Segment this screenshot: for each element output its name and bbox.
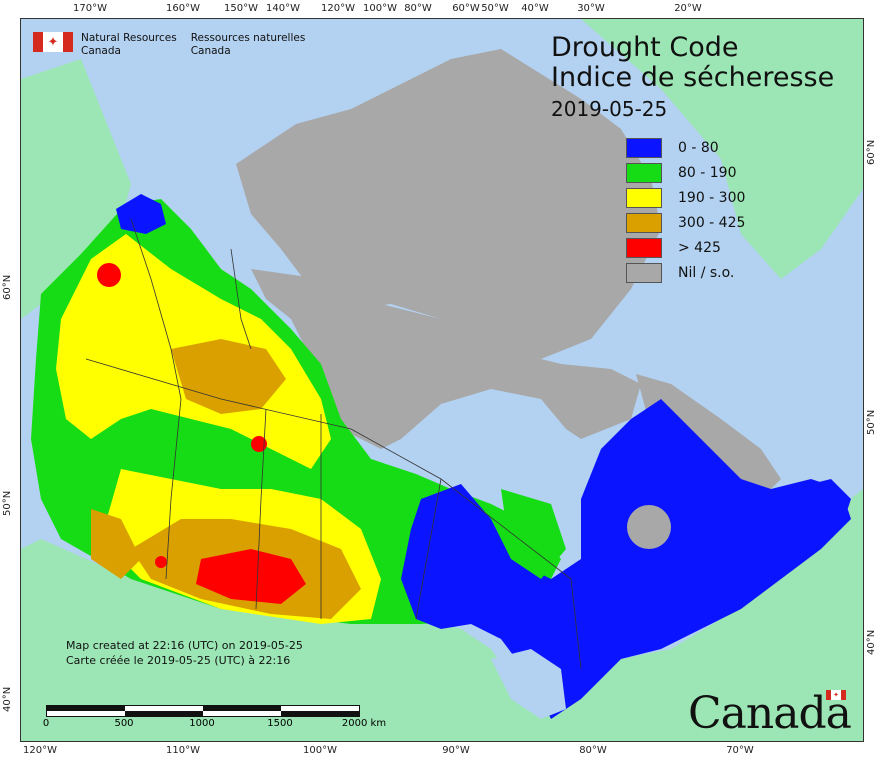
graticule-label: 160°W (166, 3, 200, 14)
title-block: Drought Code Indice de sécheresse 2019-0… (551, 32, 835, 122)
title-french: Indice de sécheresse (551, 62, 835, 93)
graticule-label: 40°N (866, 629, 877, 655)
graticule-label: 50°N (2, 490, 13, 516)
scale-bar: 0 500 1000 1500 2000 km (43, 705, 386, 729)
note-english: Map created at 22:16 (UTC) on 2019-05-25 (66, 639, 303, 652)
legend-item: > 425 (626, 235, 745, 260)
graticule-label: 30°W (577, 3, 605, 14)
graticule-label: 60°N (2, 274, 13, 300)
legend-label: 300 - 425 (678, 214, 746, 231)
title-english: Drought Code (551, 32, 739, 63)
legend-swatch (626, 237, 662, 258)
graticule-label: 170°W (73, 3, 107, 14)
graticule-label: 100°W (303, 745, 337, 756)
graticule-label: 40°W (521, 3, 549, 14)
legend-swatch (626, 187, 662, 208)
scale-label: 500 (114, 718, 134, 729)
red-hotspot-mid (251, 436, 267, 452)
scale-bar-graphic (46, 705, 360, 717)
legend: 0 - 80 80 - 190 190 - 300 300 - 425 > 425 Nil… (626, 135, 745, 285)
scale-label: 1000 (189, 718, 215, 729)
graticule-label: 80°W (579, 745, 607, 756)
great-lakes (491, 649, 566, 719)
graticule-label: 150°W (224, 3, 258, 14)
scale-label: 2000 km (341, 718, 387, 729)
agency-en-line2: Canada (81, 45, 121, 57)
graticule-label: 20°W (674, 3, 702, 14)
legend-item: 0 - 80 (626, 135, 745, 160)
alaska-land (21, 59, 131, 319)
note-french: Carte créée le 2019-05-25 (UTC) à 22:16 (66, 654, 291, 667)
graticule-label: 120°W (23, 745, 57, 756)
canada-flag-icon: ✦ (33, 32, 73, 52)
legend-swatch (626, 162, 662, 183)
red-hotspot-south (196, 549, 306, 604)
arctic-islands (236, 49, 661, 359)
legend-swatch (626, 262, 662, 283)
nrcan-signature: ✦ Natural Resources Canada Ressources na… (33, 32, 319, 58)
scale-label: 1500 (267, 718, 293, 729)
legend-item: 80 - 190 (626, 160, 745, 185)
hudson-bay (401, 389, 566, 504)
ontario-green (501, 489, 566, 579)
graticule-label: 100°W (363, 3, 397, 14)
red-hotspot-bc (155, 556, 167, 568)
legend-item: 300 - 425 (626, 210, 745, 235)
greenland-land (581, 19, 863, 279)
legend-label: 190 - 300 (678, 189, 746, 206)
map-date: 2019-05-25 (551, 97, 668, 121)
agency-fr-line2: Canada (190, 45, 231, 57)
north-mainland-nil (251, 269, 641, 449)
agency-en: Natural Resources Canada (81, 32, 177, 58)
agency-en-line1: Natural Resources (81, 32, 177, 44)
legend-label: Nil / s.o. (678, 264, 735, 281)
legend-label: > 425 (678, 239, 721, 256)
legend-swatch (626, 212, 662, 233)
graticule-label: 140°W (266, 3, 300, 14)
legend-label: 80 - 190 (678, 164, 737, 181)
legend-item: 190 - 300 (626, 185, 745, 210)
map-frame (20, 18, 864, 742)
nwt-orange (171, 339, 286, 414)
labrador-nil (636, 374, 781, 499)
drought-map (21, 19, 863, 741)
agency-fr: Ressources naturelles Canada (191, 32, 306, 58)
newfoundland-blue (791, 479, 851, 539)
yukon-blue (116, 194, 166, 234)
graticule-label: 50°W (481, 3, 509, 14)
graticule-label: 80°W (404, 3, 432, 14)
scale-label: 0 (42, 718, 50, 729)
bc-orange (91, 509, 141, 579)
quebec-nil (627, 505, 671, 549)
agency-fr-line1: Ressources naturelles (190, 32, 306, 44)
wordmark-flag-icon: ✦ (826, 690, 846, 700)
legend-item: Nil / s.o. (626, 260, 745, 285)
graticule-label: 60°N (866, 139, 877, 165)
usa-land (21, 489, 863, 741)
graticule-label: 60°W (452, 3, 480, 14)
graticule-label: 50°N (866, 409, 877, 435)
graticule-label: 70°W (726, 745, 754, 756)
red-hotspot-north (97, 263, 121, 287)
east-blue (401, 399, 851, 719)
canada-wordmark: Canada (688, 688, 852, 739)
legend-label: 0 - 80 (678, 139, 719, 156)
legend-swatch (626, 137, 662, 158)
graticule-label: 40°N (2, 686, 13, 712)
boundaries (85, 218, 582, 670)
graticule-label: 90°W (442, 745, 470, 756)
graticule-label: 120°W (321, 3, 355, 14)
graticule-label: 110°W (166, 745, 200, 756)
creation-notes: Map created at 22:16 (UTC) on 2019-05-25… (66, 638, 303, 668)
